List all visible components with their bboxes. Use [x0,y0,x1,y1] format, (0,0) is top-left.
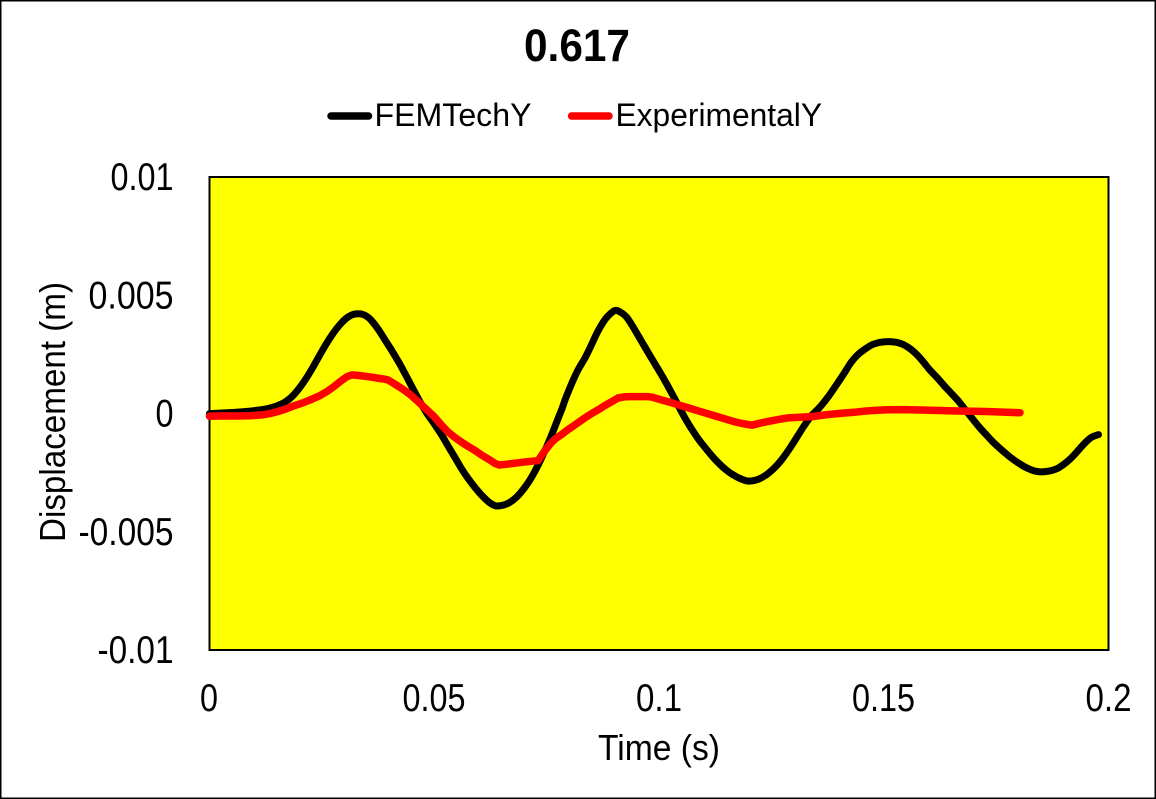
svg-text:-0.005: -0.005 [79,511,174,554]
svg-text:-0.01: -0.01 [98,629,174,672]
svg-text:0: 0 [200,677,218,720]
svg-text:0.15: 0.15 [852,677,915,720]
svg-text:0.617: 0.617 [524,20,630,71]
svg-text:FEMTechY: FEMTechY [375,97,532,133]
svg-text:Time (s): Time (s) [598,727,720,768]
svg-text:0.005: 0.005 [89,274,174,317]
svg-text:0: 0 [156,393,174,436]
svg-text:0.1: 0.1 [636,677,682,720]
svg-text:0.05: 0.05 [403,677,466,720]
svg-text:0.2: 0.2 [1086,677,1132,720]
svg-text:0.01: 0.01 [111,156,174,199]
svg-text:Displacement (m): Displacement (m) [32,282,73,542]
svg-text:ExperimentalY: ExperimentalY [616,97,823,133]
